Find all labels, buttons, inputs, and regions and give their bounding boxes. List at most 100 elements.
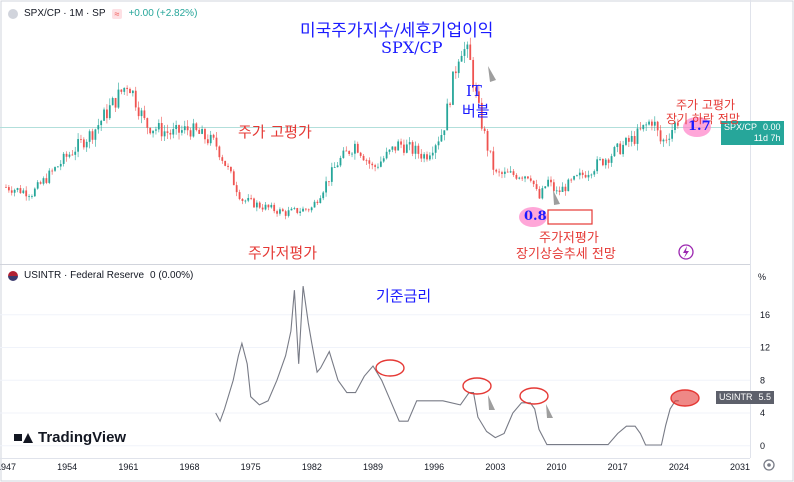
candle-body-219 [636,128,639,144]
candle-body-14 [45,178,48,183]
candle-body-123 [359,152,362,156]
candle-body-88 [258,202,261,208]
rate-axis-ticks: 0 4 8 12 16 [760,310,770,451]
us-flag-icon [8,270,18,281]
candle-body-96 [281,209,284,212]
candle-body-162 [472,59,475,88]
x-tick-2017: 2017 [608,462,628,472]
rate-tick-8: 8 [760,375,765,385]
change-label: +0.00 (+2.82%) [128,8,198,19]
rate-badge-value: 5.5 [758,392,772,402]
candle-body-76 [224,160,227,166]
candle-body-172 [501,172,503,174]
candle-body-48 [143,110,146,119]
candle-body-220 [639,128,642,130]
candle-body-191 [555,190,558,192]
candle-body-174 [506,171,509,173]
candle-body-77 [227,165,229,167]
candle-body-154 [449,103,451,105]
candle-body-134 [391,146,394,150]
candle-body-117 [342,150,345,158]
rate-grid [0,314,750,447]
candle-body-26 [80,139,82,140]
time-axis-ticks: 1947 1954 1961 1968 1975 1982 1989 1996 2003 2010… [0,462,750,472]
candle-body-8 [28,196,30,198]
settings-icon[interactable] [763,459,775,471]
undervalued-box [547,209,593,225]
candle-body-50 [149,127,152,134]
candle-body-169 [492,151,495,170]
candle-body-65 [192,123,195,137]
candle-body-67 [198,129,201,134]
candle-body-68 [201,128,203,134]
candle-body-125 [365,160,368,162]
candle-body-114 [333,167,336,168]
candle-body-45 [134,90,137,108]
rate-symbol-label[interactable]: USINTR · Federal Reserve [24,270,145,281]
rate-tick-12: 12 [760,343,770,353]
candle-body-206 [599,158,601,160]
candle-body-39 [117,89,120,108]
candle-body-129 [377,166,379,168]
rate-tick-0: 0 [760,441,765,451]
candle-body-93 [273,204,276,212]
candle-body-89 [261,207,264,210]
candle-body-84 [247,197,250,201]
lightning-icon[interactable] [678,244,694,260]
annotation-title-line2: SPX/CP [381,38,443,57]
candle-body-184 [535,184,538,189]
candle-body-149 [434,145,437,153]
candle-body-207 [601,158,604,166]
candle-body-90 [264,204,267,210]
candle-body-158 [460,55,463,62]
candle-body-116 [339,157,342,166]
candle-body-18 [57,166,59,168]
candle-body-148 [431,152,434,156]
candle-body-34 [103,109,105,121]
candle-body-27 [82,139,85,148]
candle-body-171 [498,171,500,173]
candle-body-163 [475,87,477,92]
candle-body-72 [212,134,215,138]
candle-body-159 [463,49,466,56]
candle-body-13 [42,178,45,184]
candle-body-136 [397,141,400,151]
candle-body-230 [668,138,671,140]
candle-body-146 [426,154,428,160]
candle-body-75 [221,157,224,161]
rate-peak-2000-marker [462,377,492,395]
candle-body-133 [388,149,391,152]
candle-body-156 [454,71,457,74]
symbol-label[interactable]: SPX/CP · 1M · SP [24,8,106,19]
candle-body-218 [633,136,636,144]
candle-body-214 [622,144,624,155]
candle-body-222 [645,124,648,126]
candle-body-178 [518,177,521,179]
candle-body-186 [541,188,544,199]
wave-icon[interactable]: ≈ [111,8,123,19]
spx-logo-icon [8,8,18,19]
annotation-mark-high: 1.7 [688,119,711,134]
candle-body-142 [414,145,417,154]
tradingview-logo[interactable]: TradingView [14,429,126,446]
price-badge-countdown: 11d 7h [753,133,781,143]
candle-body-80 [235,185,238,193]
candle-body-201 [584,174,587,178]
candle-body-113 [330,167,333,182]
annotation-it-bubble-2: 버블 [462,102,490,120]
x-tick-1947: 1947 [0,462,16,472]
candle-body-52 [155,129,157,131]
candle-body-153 [446,103,449,131]
annotation-undervalued-right-2: 장기상승추세 전망 [516,247,616,262]
candle-body-232 [674,122,676,130]
candle-body-51 [152,130,154,134]
low-highlight [519,207,547,227]
candle-body-106 [310,207,313,211]
candle-body-99 [290,208,293,211]
candle-body-112 [328,181,330,183]
candle-body-170 [495,169,498,172]
candle-body-145 [423,154,426,159]
candle-body-190 [552,182,555,191]
annotation-overvalued-left: 주가 고평가 [238,123,312,141]
